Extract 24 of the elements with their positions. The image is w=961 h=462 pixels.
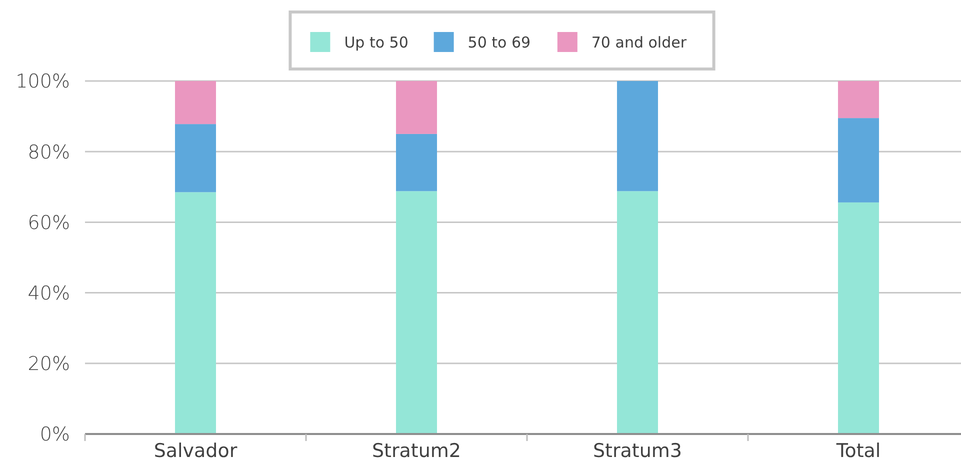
bar [838,118,879,202]
bar [396,81,437,134]
y-tick-label: 80% [28,141,70,164]
y-tick-label: 40% [28,282,70,304]
bar [617,191,658,434]
legend-label: Up to 50 [344,33,408,52]
bar [396,191,437,434]
bar [396,134,437,192]
bar [617,81,658,192]
legend-label: 70 and older [591,33,688,52]
bar [175,192,216,434]
bar [838,81,879,118]
legend-label: 50 to 69 [468,33,531,52]
y-tick-label: 0% [40,424,70,446]
x-tick-label: Stratum2 [372,440,462,462]
x-tick-label: Total [835,440,881,462]
y-tick-label: 60% [28,212,70,234]
x-tick-label: Stratum3 [592,440,682,462]
x-tick-label: Salvador [154,440,238,462]
bar [175,81,216,124]
bar [175,124,216,192]
bar [838,202,879,434]
y-tick-label: 20% [28,353,70,376]
y-tick-label: 100% [16,70,70,93]
